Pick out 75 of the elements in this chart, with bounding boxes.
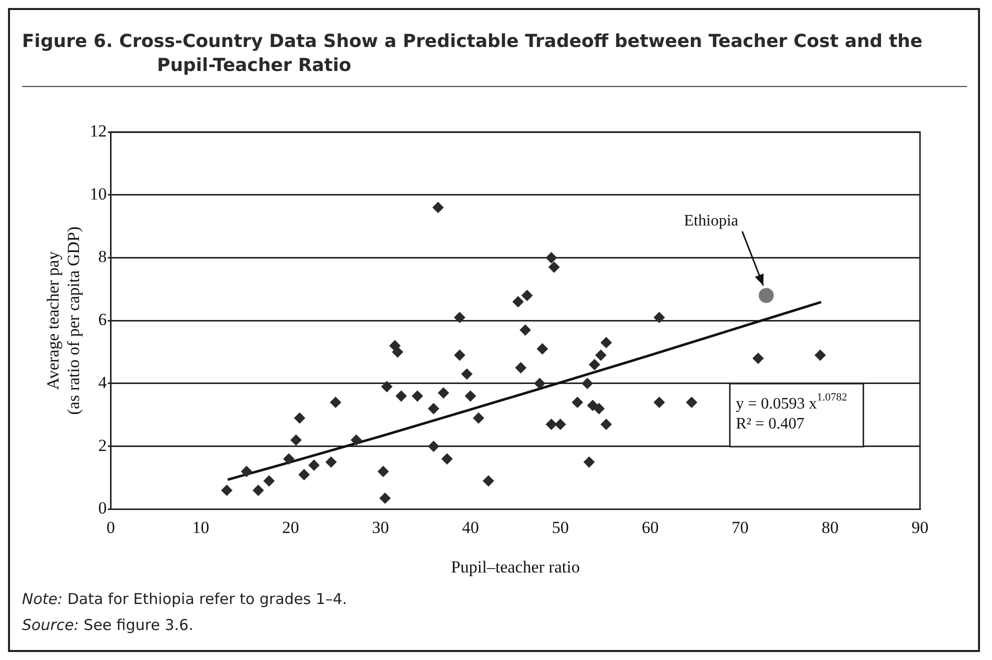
point [380,492,391,504]
point [290,434,302,446]
point [298,469,310,480]
point [534,378,546,389]
point [428,440,440,452]
point [512,296,524,308]
point [594,403,605,414]
x-tick-label: 10 [192,518,210,537]
point [584,456,595,468]
point [350,434,362,446]
point [294,412,306,424]
point [482,475,494,486]
point [589,359,600,370]
point [546,418,557,430]
x-tick-label: 90 [912,518,928,537]
point [412,390,423,402]
y-tick-label: 0 [98,498,107,518]
point [308,460,320,471]
point [595,350,606,361]
point [461,368,472,380]
point [432,202,444,213]
x-tick-label: 30 [372,518,390,537]
point [241,466,252,477]
point [546,252,557,264]
source-note: Source: See figure 3.6. [22,616,194,634]
y-axis-title: Average teacher pay (as ratio of per capita GDP) [44,226,84,415]
point [438,387,449,398]
point [326,456,337,468]
y-tick-label: 2 [98,436,107,455]
point [252,484,264,496]
point [600,337,612,348]
y-tick-label: 8 [98,247,107,266]
point [264,475,275,486]
point [654,312,665,323]
y-tick-label: 4 [98,372,108,392]
point [814,350,826,361]
point [515,362,526,374]
x-tick-label: 60 [642,518,659,537]
point [396,390,407,402]
point [392,346,404,358]
x-tick-label: 40 [462,518,479,537]
point [221,484,232,496]
x-tick-label: 50 [552,518,569,537]
x-tick-label: 20 [282,518,300,537]
point [554,418,566,430]
point [464,390,476,402]
text: Ethiopia [684,212,738,230]
y-tick-label: 10 [90,184,107,204]
point [442,453,453,464]
point [572,396,583,408]
point [454,350,466,361]
text: Note: Data for Ethiopia refer to grades 1–4. [22,590,348,608]
point [520,324,531,336]
point [600,418,612,430]
point [381,381,392,392]
point [758,288,774,303]
point [752,352,764,364]
point [536,343,548,354]
point [330,396,342,408]
point [686,396,698,408]
point [473,412,484,424]
point [582,378,593,389]
point [548,262,560,273]
x-axis-title: Pupil–teacher ratio [450,557,580,576]
y-tick-label: 6 [98,310,107,330]
point [378,466,389,477]
point [522,290,533,301]
point [654,396,665,408]
point [428,403,440,414]
x-tick-label: 70 [732,518,749,537]
point [454,312,466,323]
point [283,453,294,464]
x-tick-label: 80 [822,518,839,537]
y-tick-label: 12 [90,121,107,140]
chart-title: Figure 6. Cross-Country Data Show a Predictable Tradeoff between Teacher Cost and the Pupil-Teacher Ratio [22,30,967,87]
